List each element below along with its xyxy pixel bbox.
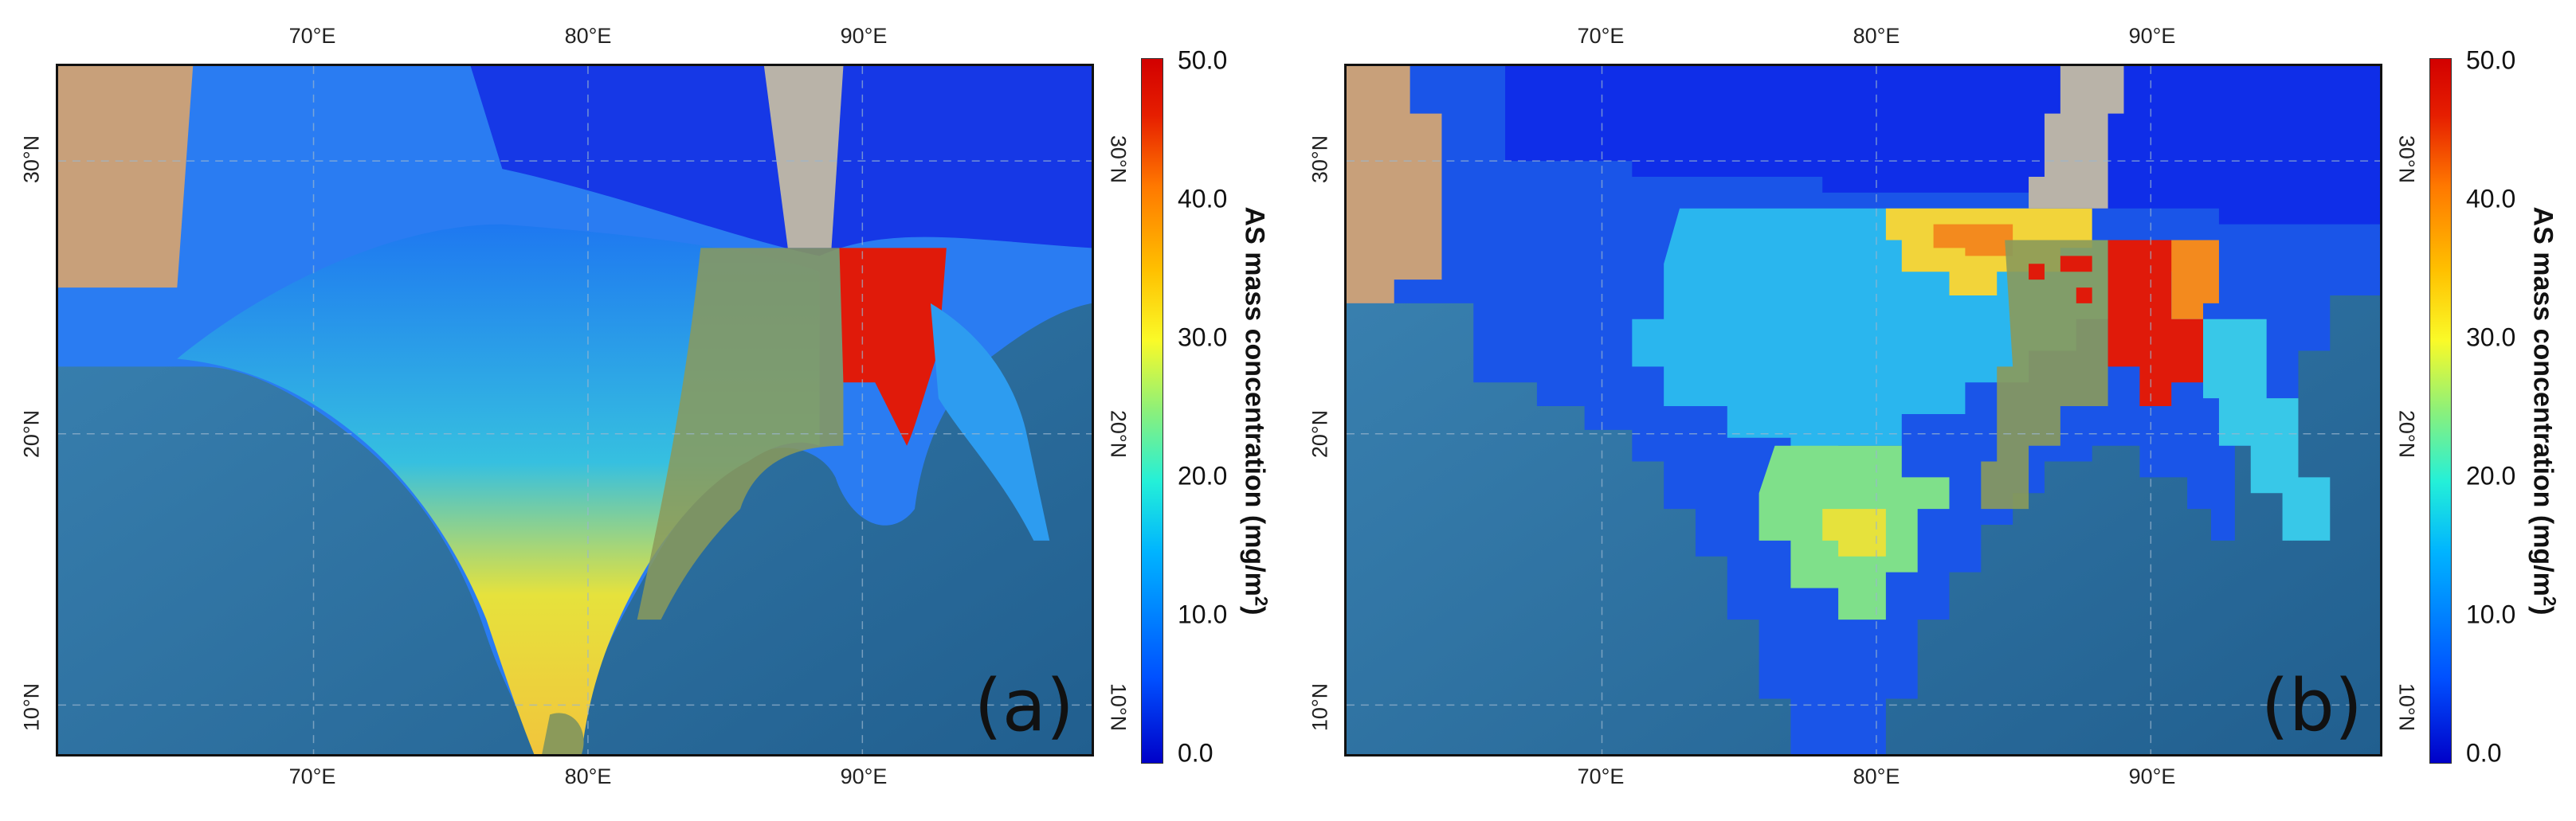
desert-patch-b — [1347, 66, 1442, 303]
lon-tick-90e-top: 90°E — [2128, 24, 2176, 48]
myanmar-a — [930, 303, 1050, 541]
lon-tick-70e-bottom: 70°E — [1577, 764, 1625, 788]
panel-label-a: (a) — [974, 664, 1074, 748]
colorbar-title-a: AS mass concentration (mg/m2) — [1239, 206, 1272, 616]
colorbar-tick-0: 0.0 — [1178, 738, 1214, 768]
gap-band-a — [637, 248, 844, 620]
lat-tick-10n-right: 10°N — [2394, 682, 2419, 732]
lon-tick-80e-bottom: 80°E — [564, 764, 612, 788]
map-a-graphic — [58, 66, 1092, 754]
lon-tick-70e-bottom: 70°E — [288, 764, 336, 788]
lat-tick-30n-right: 30°N — [1106, 135, 1131, 184]
lat-tick-10n-left: 10°N — [19, 682, 44, 732]
graticule-a — [58, 66, 1092, 754]
tibet-low-b — [1505, 66, 2380, 225]
cyan-belt-b — [1632, 208, 2124, 478]
hotspot-pixels-b — [2029, 256, 2092, 303]
colorbar-tick-20: 20.0 — [2466, 461, 2516, 491]
graticule-b — [1347, 66, 2380, 754]
colorbar-tick-40: 40.0 — [2466, 184, 2516, 213]
map-a: (a) — [56, 64, 1094, 756]
lat-tick-10n-right: 10°N — [1106, 682, 1131, 732]
colorbar-tick-20: 20.0 — [1178, 461, 1228, 491]
lat-tick-20n-right: 20°N — [1106, 409, 1131, 459]
panel-a: 70°E 80°E 90°E 70°E 80°E 90°E 10°N 20°N … — [19, 24, 1272, 788]
lat-tick-20n-left: 20°N — [1308, 409, 1332, 459]
hotspot-bangladesh-a — [839, 248, 947, 446]
igp-orange-b — [1933, 224, 2013, 256]
colorbar-tick-30: 30.0 — [2466, 323, 2516, 352]
lat-tick-10n-left: 10°N — [1308, 682, 1332, 732]
map-b: (b) — [1344, 64, 2382, 756]
srilanka-a — [542, 713, 584, 754]
colorbar-tick-50: 50.0 — [2466, 45, 2516, 75]
lat-tick-30n-right: 30°N — [2394, 135, 2419, 184]
gap-band-b — [1981, 240, 2108, 510]
central-yellow-b — [1822, 509, 1886, 557]
colorbar-b — [2429, 58, 2452, 764]
colorbar-tick-0: 0.0 — [2466, 738, 2502, 768]
lon-tick-90e-bottom: 90°E — [2128, 764, 2176, 788]
lat-tick-30n-left: 30°N — [1308, 135, 1332, 184]
hotspot-orange-b — [2171, 240, 2219, 319]
mountain-gap-a — [763, 66, 844, 248]
panel-label-b: (b) — [2260, 664, 2362, 748]
colorbar-tick-10: 10.0 — [1178, 600, 1228, 629]
colorbar-a — [1141, 58, 1163, 764]
desert-patch-a — [58, 66, 194, 288]
lat-tick-20n-right: 20°N — [2394, 409, 2419, 459]
lat-tick-30n-left: 30°N — [19, 135, 44, 184]
hotspot-bangladesh-b — [2107, 240, 2204, 407]
myanmar-b — [2203, 319, 2331, 541]
lon-tick-70e-top: 70°E — [288, 24, 336, 48]
colorbar-tick-30: 30.0 — [1178, 323, 1228, 352]
map-b-graphic — [1347, 66, 2380, 754]
colorbar-tick-10: 10.0 — [2466, 600, 2516, 629]
lon-tick-70e-top: 70°E — [1577, 24, 1625, 48]
lon-tick-80e-top: 80°E — [564, 24, 612, 48]
lat-tick-20n-left: 20°N — [19, 409, 44, 459]
mountain-gap-b — [2029, 66, 2124, 209]
lon-tick-90e-top: 90°E — [840, 24, 888, 48]
colorbar-tick-50: 50.0 — [1178, 45, 1228, 75]
lon-tick-80e-bottom: 80°E — [1853, 764, 1900, 788]
panel-b: 70°E 80°E 90°E 70°E 80°E 90°E 10°N 20°N … — [1288, 0, 2576, 821]
india-concentration-a — [177, 224, 820, 754]
colorbar-title-b: AS mass concentration (mg/m2) — [2527, 206, 2560, 616]
lon-tick-90e-bottom: 90°E — [840, 764, 888, 788]
lon-tick-80e-top: 80°E — [1853, 24, 1900, 48]
colorbar-tick-40: 40.0 — [1178, 184, 1228, 213]
